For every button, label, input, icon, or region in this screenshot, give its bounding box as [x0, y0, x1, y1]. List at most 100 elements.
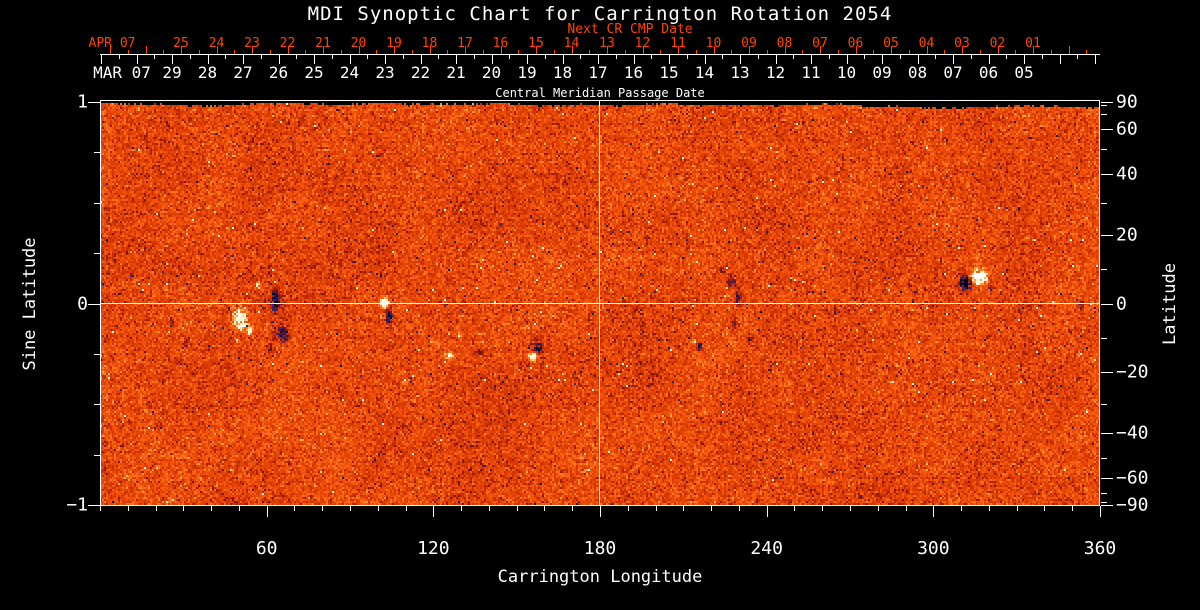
next-cr-day-label: 22: [279, 36, 296, 51]
next-cr-day-label: 16: [492, 36, 509, 51]
latitude-tick: [1101, 502, 1107, 503]
longitude-tick: [516, 506, 518, 511]
next-cr-day-label: 11: [670, 36, 686, 51]
longitude-tick-label: 120: [417, 538, 450, 559]
longitude-tick: [544, 506, 546, 511]
cmp-day-label: 21: [446, 63, 466, 82]
cmp-tick: [846, 55, 848, 64]
longitude-tick: [738, 506, 740, 511]
x-axis-title: Carrington Longitude: [497, 567, 703, 587]
latitude-tick: [1101, 338, 1107, 339]
longitude-tick: [433, 506, 435, 517]
cmp-tick: [331, 55, 333, 59]
longitude-tick: [850, 506, 851, 511]
cmp-tick: [189, 55, 191, 59]
longitude-tick: [905, 506, 907, 511]
latitude-tick-label: −20: [1116, 361, 1149, 383]
cmp-day-label: 29: [162, 63, 182, 82]
cmp-tick: [456, 55, 457, 64]
cmp-tick: [207, 55, 209, 64]
cmp-tick: [669, 55, 670, 64]
cmp-day-label: 15: [659, 63, 679, 82]
cmp-tick: [882, 55, 883, 64]
cmp-tick: [154, 55, 156, 59]
next-cr-tick: [376, 50, 378, 54]
cmp-tick: [562, 55, 564, 64]
next-cr-tick: [607, 46, 608, 54]
latitude-tick: [1101, 505, 1113, 506]
sine-latitude-tick-label: 0: [77, 293, 88, 315]
next-cr-tick: [624, 50, 626, 54]
next-cr-tick: [198, 50, 200, 54]
cmp-tick: [722, 55, 724, 59]
cmp-tick: [686, 55, 688, 59]
next-cr-tick: [1086, 50, 1088, 54]
latitude-tick-label: 60: [1116, 118, 1138, 140]
longitude-tick: [488, 506, 490, 511]
next-cr-day-label: 20: [350, 36, 367, 51]
next-cr-day-label: 15: [528, 36, 544, 51]
next-cr-tick: [713, 46, 715, 54]
next-cr-tick: [234, 50, 236, 54]
longitude-tick: [238, 506, 240, 511]
next-cr-tick: [127, 50, 129, 54]
chart-title: MDI Synoptic Chart for Carrington Rotati…: [307, 3, 893, 25]
cmp-day-label: 06: [978, 63, 999, 82]
latitude-tick-label: 0: [1116, 293, 1127, 315]
cmp-tick: [598, 55, 599, 64]
longitude-tick: [627, 506, 629, 511]
cmp-tick: [917, 55, 919, 64]
next-cr-tick: [287, 46, 289, 54]
longitude-tick: [1044, 506, 1046, 511]
next-cr-day-label: 06: [847, 36, 864, 51]
next-cr-tick: [926, 46, 928, 54]
next-cr-day-label: 21: [315, 36, 331, 51]
longitude-tick: [766, 506, 768, 517]
cmp-tick: [367, 55, 369, 59]
cmp-tick: [775, 55, 777, 64]
sine-latitude-tick: [94, 253, 100, 254]
cmp-day-label: 13: [730, 63, 750, 82]
cmp-tick: [615, 55, 617, 59]
sine-latitude-tick-label: −1: [66, 494, 88, 516]
next-cr-day-label: 19: [386, 36, 402, 51]
cmp-day-label: 28: [197, 63, 218, 82]
cmp-tick: [935, 55, 937, 59]
cmp-axis-line: [100, 54, 1100, 55]
cmp-tick: [793, 55, 795, 59]
next-cr-tick: [181, 46, 182, 54]
next-cr-tick: [411, 50, 413, 54]
longitude-tick: [572, 506, 574, 511]
cmp-day-label: 27: [233, 63, 253, 82]
longitude-tick: [933, 506, 935, 517]
next-cr-tick: [518, 50, 520, 54]
cmp-tick: [1006, 55, 1008, 59]
cmp-day-label: 12: [765, 63, 786, 82]
next-cr-day-label: 04: [918, 36, 935, 51]
next-cr-day-label: 13: [599, 36, 615, 51]
longitude-tick-label: 360: [1083, 538, 1117, 559]
cmp-tick: [970, 55, 972, 59]
longitude-tick: [183, 506, 185, 511]
next-cr-tick: [944, 50, 946, 54]
next-cr-day-label: 09: [741, 36, 757, 51]
longitude-tick: [683, 506, 685, 511]
longitude-tick: [211, 506, 213, 511]
longitude-tick: [377, 506, 379, 511]
cmp-tick: [402, 55, 404, 59]
next-cr-tick: [1068, 46, 1070, 54]
cmp-day-label: 17: [588, 63, 608, 82]
cmp-day-label: 09: [872, 63, 892, 82]
cmp-tick: [1041, 55, 1043, 59]
cmp-day-label: 11: [801, 63, 821, 82]
latitude-tick: [1101, 478, 1113, 479]
next-cr-day-label: 18: [421, 36, 438, 51]
cmp-axis-caption: Central Meridian Passage Date: [495, 86, 705, 100]
next-cr-tick: [553, 50, 555, 54]
cmp-tick: [811, 55, 812, 64]
next-cr-cmp-date-label: Next CR CMP Date: [567, 22, 693, 37]
longitude-tick: [294, 506, 296, 511]
cmp-tick: [1077, 55, 1079, 59]
next-cr-day-label: 14: [563, 36, 580, 51]
